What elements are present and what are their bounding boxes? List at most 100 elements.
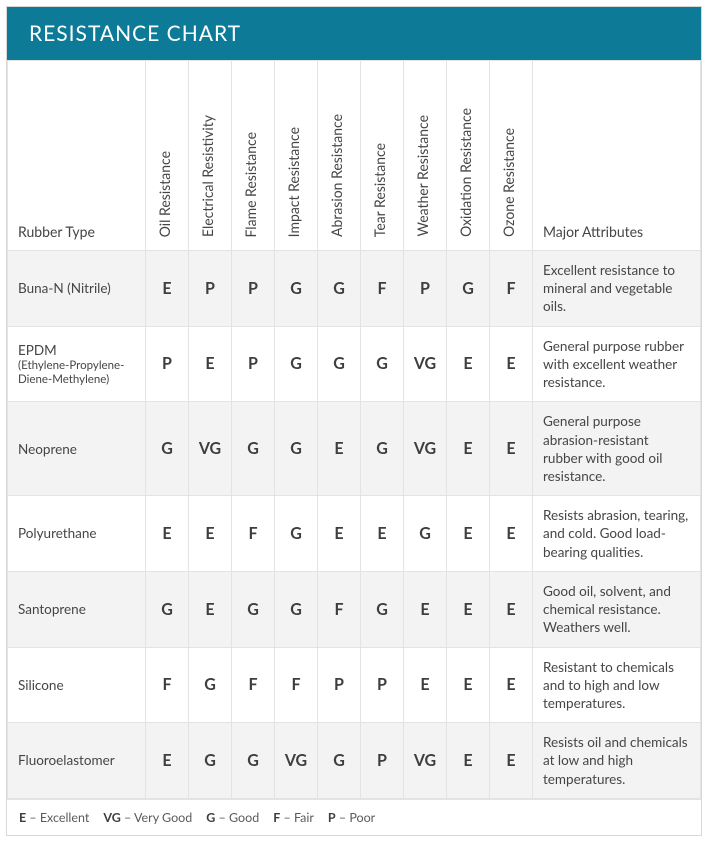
rubber-name: Neoprene	[18, 441, 77, 457]
cell-rating: F	[275, 647, 318, 723]
cell-rating: VG	[275, 723, 318, 799]
table-row: FluoroelastomerEGGVGGPVGEEResists oil an…	[8, 723, 701, 799]
rubber-name: EPDM	[18, 342, 57, 358]
cell-rating: G	[146, 571, 189, 647]
cell-major-attributes: Good oil, solvent, and chemical resistan…	[533, 571, 701, 647]
cell-rating: F	[232, 496, 275, 572]
cell-major-attributes: Excellent resistance to mineral and vege…	[533, 251, 701, 327]
cell-rating: P	[318, 647, 361, 723]
cell-rating: E	[404, 571, 447, 647]
cell-rating: E	[189, 496, 232, 572]
header-rating-8: Ozone Resistance	[490, 61, 533, 251]
legend-code: G	[206, 810, 215, 825]
cell-rubber-type: Santoprene	[8, 571, 146, 647]
resistance-table: Rubber Type Oil Resistance Electrical Re…	[7, 60, 701, 799]
cell-major-attributes: General purpose rubber with excellent we…	[533, 326, 701, 402]
header-rating-2: Flame Resistance	[232, 61, 275, 251]
cell-rating: F	[490, 251, 533, 327]
cell-rating: E	[146, 251, 189, 327]
legend-label: Good	[229, 810, 259, 825]
cell-rating: VG	[404, 326, 447, 402]
cell-rating: F	[146, 647, 189, 723]
legend-code: P	[328, 810, 336, 825]
cell-rating: F	[361, 251, 404, 327]
cell-rating: VG	[404, 402, 447, 496]
cell-rating: G	[361, 326, 404, 402]
header-major-attributes: Major Attributes	[533, 61, 701, 251]
cell-rubber-type: Neoprene	[8, 402, 146, 496]
header-rating-4: Abrasion Resistance	[318, 61, 361, 251]
cell-rating: VG	[404, 723, 447, 799]
cell-rating: G	[275, 251, 318, 327]
header-rating-1: Electrical Resistivity	[189, 61, 232, 251]
cell-rating: E	[146, 496, 189, 572]
table-row: EPDM(Ethylene-Propylene-Diene-Methylene)…	[8, 326, 701, 402]
resistance-chart-card: RESISTANCE CHART Rubber Type Oil Resista…	[6, 6, 702, 836]
cell-rating: G	[361, 571, 404, 647]
cell-rating: P	[361, 647, 404, 723]
cell-rubber-type: Buna-N (Nitrile)	[8, 251, 146, 327]
table-row: Buna-N (Nitrile)EPPGGFPGFExcellent resis…	[8, 251, 701, 327]
cell-rating: E	[490, 571, 533, 647]
header-rating-6: Weather Resistance	[404, 61, 447, 251]
cell-rating: G	[447, 251, 490, 327]
table-row: SantopreneGEGGFGEEEGood oil, solvent, an…	[8, 571, 701, 647]
cell-rating: E	[447, 647, 490, 723]
cell-rating: E	[490, 496, 533, 572]
cell-rating: G	[275, 496, 318, 572]
rubber-name: Fluoroelastomer	[18, 752, 115, 768]
cell-rating: E	[490, 326, 533, 402]
rubber-name: Santoprene	[18, 601, 86, 617]
cell-rating: VG	[189, 402, 232, 496]
cell-rubber-type: EPDM(Ethylene-Propylene-Diene-Methylene)	[8, 326, 146, 402]
cell-rubber-type: Polyurethane	[8, 496, 146, 572]
header-rating-0: Oil Resistance	[146, 61, 189, 251]
cell-rating: P	[361, 723, 404, 799]
header-rubber-type: Rubber Type	[8, 61, 146, 251]
cell-rating: P	[189, 251, 232, 327]
cell-rating: E	[361, 496, 404, 572]
cell-major-attributes: General purpose abrasion-resistant rubbe…	[533, 402, 701, 496]
cell-rating: P	[232, 326, 275, 402]
table-row: SiliconeFGFFPPEEEResistant to chemicals …	[8, 647, 701, 723]
cell-major-attributes: Resistant to chemicals and to high and l…	[533, 647, 701, 723]
rubber-name: Buna-N (Nitrile)	[18, 280, 111, 296]
legend-label: Fair	[294, 810, 314, 825]
cell-major-attributes: Resists abrasion, tearing, and cold. Goo…	[533, 496, 701, 572]
cell-rating: G	[275, 326, 318, 402]
rubber-name: Silicone	[18, 677, 64, 693]
cell-rating: E	[404, 647, 447, 723]
cell-rating: E	[318, 402, 361, 496]
cell-rating: G	[361, 402, 404, 496]
cell-rating: E	[447, 326, 490, 402]
cell-rating: E	[318, 496, 361, 572]
cell-rating: P	[146, 326, 189, 402]
header-rating-5: Tear Resistance	[361, 61, 404, 251]
legend-code: VG	[103, 810, 120, 825]
cell-major-attributes: Resists oil and chemicals at low and hig…	[533, 723, 701, 799]
cell-rating: G	[146, 402, 189, 496]
table-row: PolyurethaneEEFGEEGEEResists abrasion, t…	[8, 496, 701, 572]
cell-rating: G	[275, 402, 318, 496]
legend-code: E	[19, 810, 26, 825]
cell-rating: E	[447, 571, 490, 647]
table-header-row: Rubber Type Oil Resistance Electrical Re…	[8, 61, 701, 251]
cell-rating: E	[490, 402, 533, 496]
cell-rating: E	[189, 571, 232, 647]
table-body: Buna-N (Nitrile)EPPGGFPGFExcellent resis…	[8, 251, 701, 799]
cell-rating: G	[318, 723, 361, 799]
cell-rating: G	[189, 647, 232, 723]
cell-rating: F	[232, 647, 275, 723]
cell-rating: E	[189, 326, 232, 402]
cell-rating: E	[490, 647, 533, 723]
cell-rating: G	[232, 402, 275, 496]
cell-rating: G	[232, 723, 275, 799]
cell-rating: E	[447, 402, 490, 496]
legend: E – ExcellentVG – Very GoodG – GoodF – F…	[7, 799, 701, 835]
cell-rating: G	[318, 326, 361, 402]
cell-rating: P	[404, 251, 447, 327]
cell-rating: E	[447, 723, 490, 799]
cell-rating: P	[232, 251, 275, 327]
cell-rating: G	[189, 723, 232, 799]
cell-rubber-type: Silicone	[8, 647, 146, 723]
